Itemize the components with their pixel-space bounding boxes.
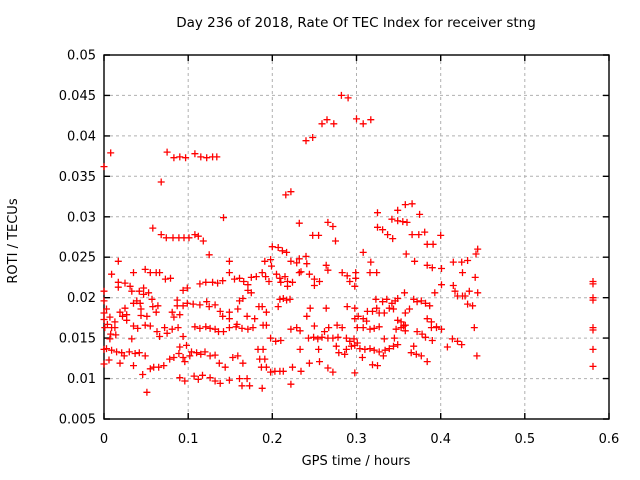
chart-title: Day 236 of 2018, Rate Of TEC Index for r… (176, 15, 536, 31)
y-tick-label: 0.03 (67, 210, 96, 225)
y-tick-label: 0.035 (59, 170, 96, 185)
y-tick-label: 0.05 (67, 49, 96, 64)
x-tick-label: 0.2 (262, 432, 283, 447)
y-tick-label: 0.005 (59, 413, 96, 428)
y-tick-label: 0.02 (67, 291, 96, 306)
x-tick-label: 0.6 (599, 432, 620, 447)
plot-border (103, 54, 610, 420)
scatter-plus-markers (100, 91, 597, 396)
y-tick-label: 0.025 (59, 251, 96, 266)
x-tick-label: 0.4 (430, 432, 451, 447)
data-points (100, 91, 597, 396)
y-tick-label: 0.01 (67, 372, 96, 387)
tick-labels: 0 0.1 0.2 0.3 0.4 0.5 0.6 0.005 0.01 0.015 0.02 0.0… (59, 49, 620, 448)
y-tick-label: 0.045 (59, 89, 96, 104)
x-tick-label: 0 (100, 432, 108, 447)
y-axis-label: ROTI / TECUs (6, 198, 21, 283)
grid-lines (104, 55, 609, 419)
x-tick-label: 0.5 (514, 432, 535, 447)
y-tick-label: 0.04 (67, 129, 96, 144)
y-tick-label: 0.015 (59, 332, 96, 347)
x-tick-label: 0.1 (178, 432, 199, 447)
x-axis-label: GPS time / hours (302, 454, 411, 469)
x-tick-label: 0.3 (346, 432, 367, 447)
